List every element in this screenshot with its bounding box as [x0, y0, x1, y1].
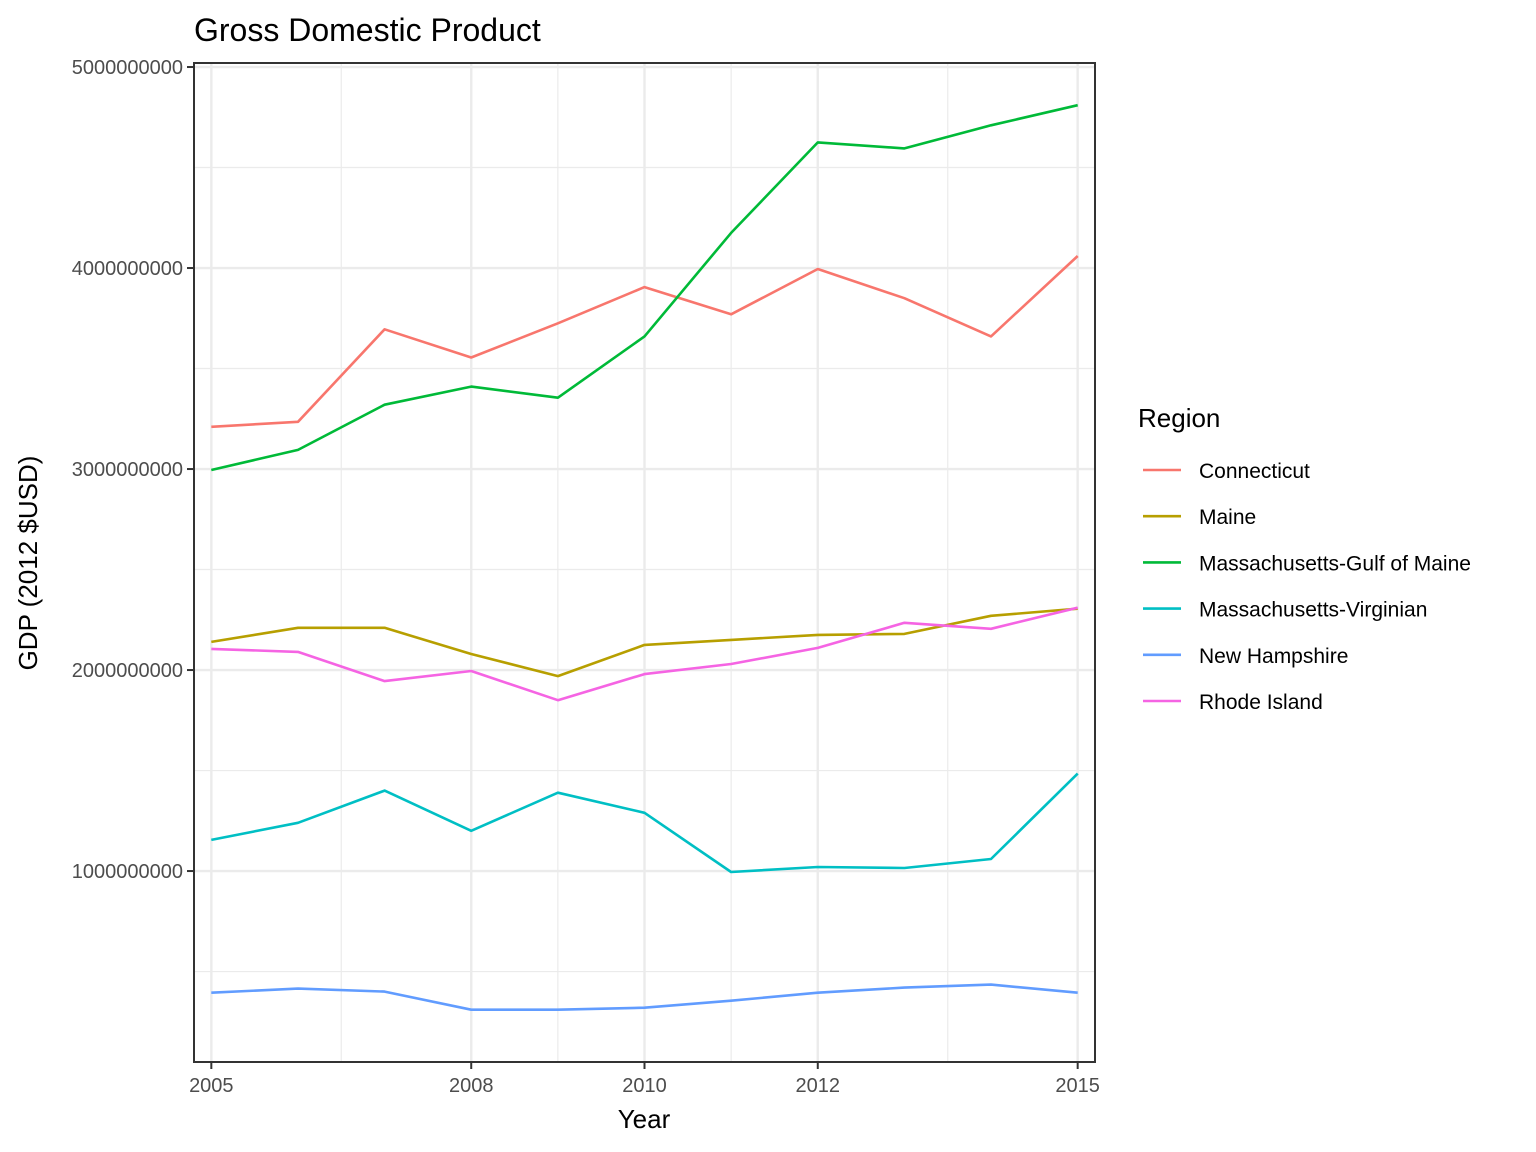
legend: Region Connecticut Maine Massachusetts-Gul… [1138, 403, 1471, 714]
legend-item-connecticut: Connecticut [1143, 460, 1310, 483]
legend-item-maine: Maine [1143, 506, 1256, 529]
series-line-maine [211, 607, 1078, 678]
x-tick-label: 2008 [449, 1075, 494, 1097]
legend-title: Region [1138, 403, 1220, 433]
grid-major [194, 63, 1095, 1062]
y-tick-label: 4000000000 [72, 258, 183, 280]
legend-item-massachusetts-virginian: Massachusetts-Virginian [1143, 599, 1427, 622]
series-lines [211, 103, 1079, 1012]
series-line-massachusetts-virginian [211, 772, 1079, 874]
legend-label-connecticut: Connecticut [1199, 460, 1310, 483]
legend-items: Connecticut Maine Massachusetts-Gulf of Ma… [1143, 460, 1471, 714]
x-tick-label: 2012 [796, 1075, 841, 1097]
y-axis: 1000000000 2000000000 3000000000 4000000000… [72, 57, 194, 883]
y-axis-title: GDP (2012 $USD) [13, 456, 43, 671]
legend-label-maine: Maine [1199, 506, 1256, 529]
legend-item-new-hampshire: New Hampshire [1143, 645, 1348, 668]
y-tick-label: 5000000000 [72, 57, 183, 79]
x-axis-title: Year [618, 1104, 671, 1134]
x-tick-label: 2015 [1055, 1075, 1100, 1097]
x-tick-label: 2010 [622, 1075, 667, 1097]
x-axis: 2005 2008 2010 2012 2015 [189, 1062, 1100, 1097]
x-tick-label: 2005 [189, 1075, 234, 1097]
legend-item-rhode-island: Rhode Island [1143, 691, 1323, 714]
legend-label-massachusetts-gulf-of-maine: Massachusetts-Gulf of Maine [1199, 552, 1471, 575]
series-line-connecticut [211, 255, 1079, 429]
series-line-rhode-island [211, 606, 1079, 702]
y-tick-label: 3000000000 [72, 459, 183, 481]
legend-label-rhode-island: Rhode Island [1199, 691, 1323, 714]
legend-label-massachusetts-virginian: Massachusetts-Virginian [1199, 599, 1427, 622]
series-line-massachusetts-gulf-of-maine [211, 103, 1078, 472]
legend-label-new-hampshire: New Hampshire [1199, 645, 1348, 668]
plot-panel [193, 62, 1096, 1063]
chart-title: Gross Domestic Product [194, 12, 541, 48]
series-line-new-hampshire [211, 983, 1078, 1012]
legend-item-massachusetts-gulf-of-maine: Massachusetts-Gulf of Maine [1143, 552, 1471, 575]
y-tick-label: 1000000000 [72, 861, 183, 883]
y-tick-label: 2000000000 [72, 660, 183, 682]
